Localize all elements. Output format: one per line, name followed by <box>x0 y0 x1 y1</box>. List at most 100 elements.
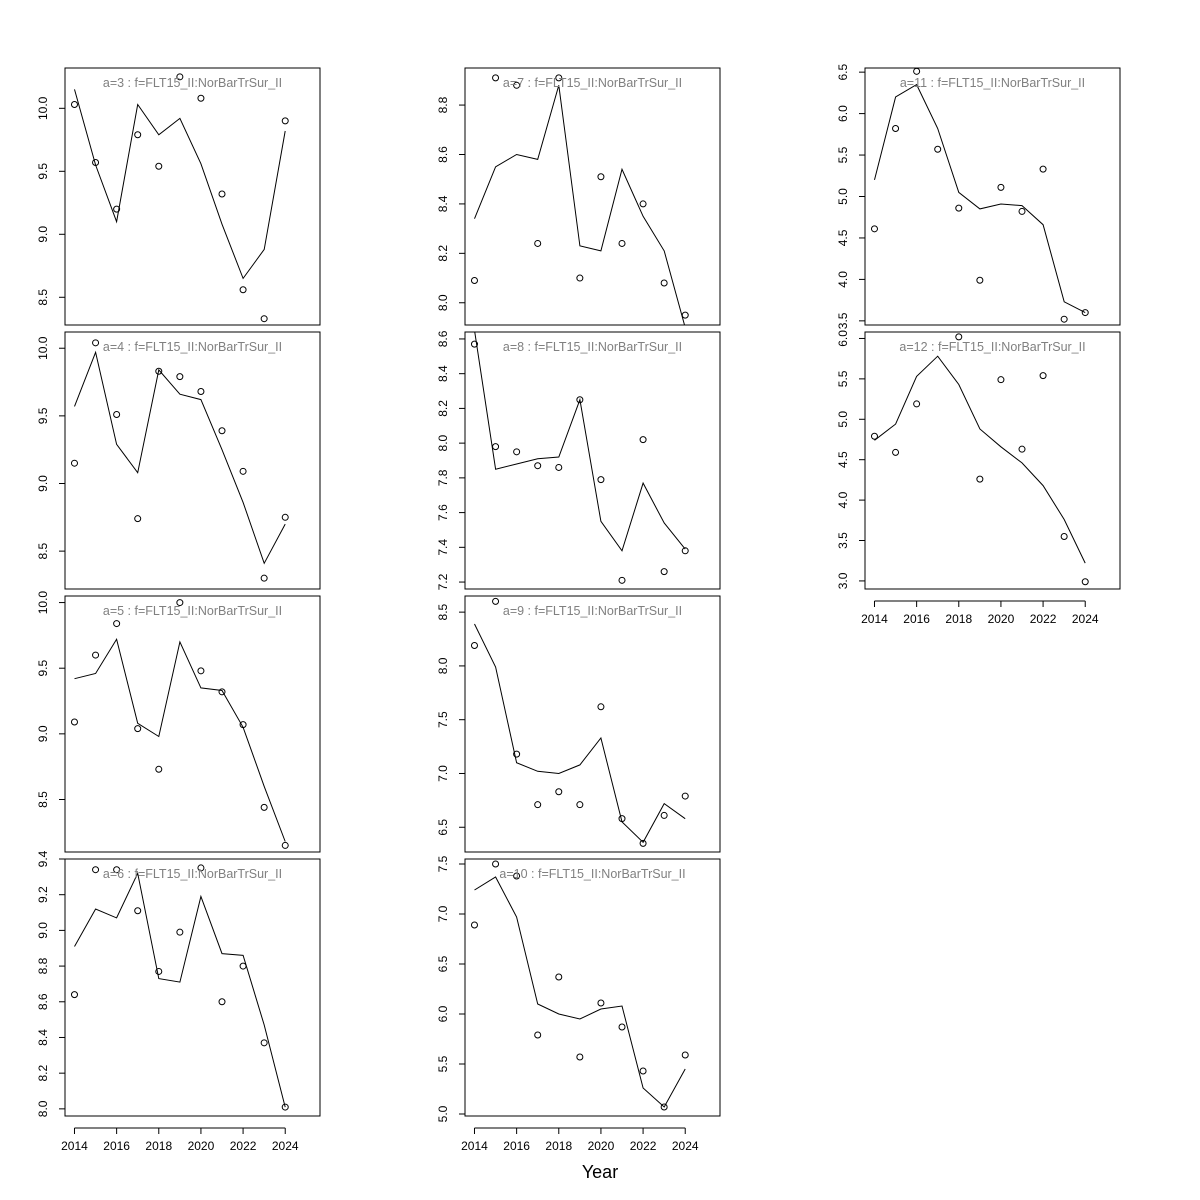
data-point <box>913 68 921 75</box>
panel-frame <box>464 595 721 853</box>
data-point <box>997 376 1005 384</box>
x-tick-label: 2016 <box>903 612 930 626</box>
y-tick-label: 9.4 <box>36 850 50 867</box>
data-point <box>555 788 563 796</box>
data-point <box>155 967 163 975</box>
data-point <box>534 1031 542 1039</box>
data-point <box>470 277 478 285</box>
panel-data <box>70 339 289 582</box>
x-tick-label: 2018 <box>145 1139 172 1153</box>
y-tick-label: 8.0 <box>436 294 450 311</box>
panel-title: a=8 : f=FLT15_II:NorBarTrSur_II <box>503 340 682 354</box>
data-point <box>134 515 142 523</box>
data-point <box>934 145 942 153</box>
y-tick-label: 6.0 <box>836 330 850 347</box>
data-point <box>239 286 247 294</box>
data-point <box>70 991 78 999</box>
data-point <box>1060 315 1068 323</box>
y-tick-label: 5.5 <box>836 146 850 163</box>
y-tick-label: 8.0 <box>436 657 450 674</box>
y-tick-label: 6.5 <box>436 819 450 836</box>
panel: 6.5 7.0 7.5 8.0 8.5 a=9 : f=FLT15_II:NorBarTr… <box>436 595 721 853</box>
panel-data <box>70 599 289 849</box>
y-tick-label: 4.0 <box>836 271 850 288</box>
data-point <box>597 173 605 181</box>
panel: 3.5 4.0 4.5 5.0 5.5 6.0 6.5 a=11 : f=FLT15_II:N… <box>836 63 1121 329</box>
data-point <box>113 411 121 419</box>
data-point <box>1039 165 1047 173</box>
data-point <box>197 667 205 675</box>
data-point <box>513 750 521 758</box>
data-point <box>1018 207 1026 215</box>
y-tick-label: 8.4 <box>436 195 450 212</box>
y-tick-label: 8.4 <box>436 365 450 382</box>
data-point <box>870 432 878 440</box>
y-tick-label: 9.0 <box>36 922 50 939</box>
data-point <box>892 125 900 133</box>
data-point <box>534 801 542 809</box>
data-point <box>470 641 478 649</box>
fitted-line <box>74 638 286 842</box>
data-point <box>281 841 289 849</box>
data-point <box>70 459 78 467</box>
data-point <box>92 651 100 659</box>
panel-data <box>70 864 289 1111</box>
data-point <box>1060 532 1068 540</box>
data-point <box>134 725 142 733</box>
x-tick-label: 2014 <box>61 1139 88 1153</box>
data-point <box>639 200 647 208</box>
y-tick-label: 8.0 <box>36 1100 50 1117</box>
y-tick-label: 7.6 <box>436 504 450 521</box>
data-point <box>197 94 205 102</box>
data-point <box>870 225 878 233</box>
fitted-line <box>74 89 286 280</box>
data-point <box>555 463 563 471</box>
data-point <box>1081 309 1089 317</box>
panel-title: a=10 : f=FLT15_II:NorBarTrSur_II <box>499 867 685 881</box>
data-point <box>281 117 289 125</box>
panel-title: a=9 : f=FLT15_II:NorBarTrSur_II <box>503 604 682 618</box>
data-point <box>976 276 984 284</box>
y-tick-label: 8.4 <box>36 1029 50 1046</box>
y-tick-label: 7.5 <box>436 855 450 872</box>
data-point <box>513 872 521 880</box>
data-point <box>892 448 900 456</box>
y-tick-label: 7.0 <box>436 905 450 922</box>
panel-title: a=5 : f=FLT15_II:NorBarTrSur_II <box>103 604 282 618</box>
data-point <box>618 815 626 823</box>
data-point <box>576 274 584 282</box>
panel: 5.0 5.5 6.0 6.5 7.0 7.5 2014 2016 2018 2020 2022 20… <box>436 855 721 1153</box>
data-point <box>155 367 163 375</box>
y-tick-label: 6.5 <box>836 63 850 80</box>
data-point <box>113 866 121 874</box>
data-point <box>1018 445 1026 453</box>
y-tick-label: 8.2 <box>36 1065 50 1082</box>
y-tick-label: 10.0 <box>36 336 50 360</box>
x-tick-label: 2016 <box>503 1139 530 1153</box>
data-point <box>681 547 689 555</box>
panel: 8.5 9.0 9.5 10.0 a=3 : f=FLT15_II:NorBarTrSu… <box>36 67 321 326</box>
data-point <box>197 864 205 872</box>
panel-frame <box>64 595 321 853</box>
data-point <box>92 866 100 874</box>
data-point <box>113 620 121 628</box>
data-point <box>534 239 542 247</box>
data-point <box>660 1103 668 1111</box>
data-point <box>681 311 689 319</box>
data-point <box>576 1053 584 1061</box>
data-point <box>913 400 921 408</box>
panel-title: a=6 : f=FLT15_II:NorBarTrSur_II <box>103 867 282 881</box>
data-point <box>281 513 289 521</box>
panel-title: a=11 : f=FLT15_II:NorBarTrSur_II <box>900 76 1085 90</box>
x-tick-label: 2024 <box>272 1139 299 1153</box>
data-point <box>176 599 184 607</box>
y-tick-label: 9.2 <box>36 886 50 903</box>
panel-title: a=7 : f=FLT15_II:NorBarTrSur_II <box>503 76 682 90</box>
data-point <box>70 101 78 109</box>
data-point <box>618 576 626 584</box>
panel-frame <box>464 67 721 326</box>
data-point <box>513 81 521 89</box>
y-tick-label: 5.0 <box>836 188 850 205</box>
y-tick-label: 4.5 <box>836 229 850 246</box>
